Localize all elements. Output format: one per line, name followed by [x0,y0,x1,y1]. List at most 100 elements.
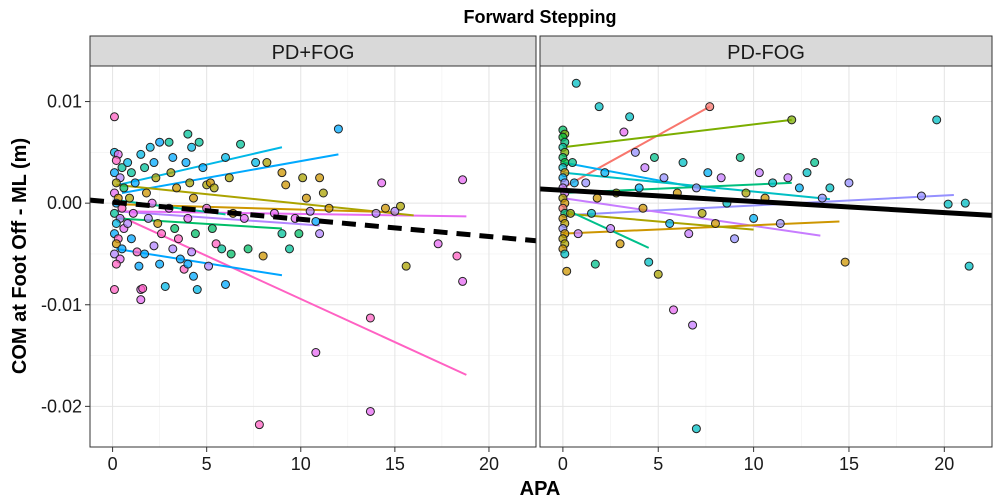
x-tick-label: 10 [744,454,764,474]
data-point [111,155,121,165]
data-point [735,152,745,162]
data-point [318,188,328,198]
x-axis-title: APA [520,478,561,500]
data-point [155,137,165,147]
data-point [109,208,119,218]
data-point [109,112,119,122]
overall-fit-2 [539,186,993,218]
data-point [145,142,155,152]
data-point [311,216,321,226]
data-point [684,229,694,239]
data-point [189,271,199,281]
data-point [136,149,146,159]
data-point [224,173,234,183]
data-point [134,261,144,271]
y-tick-label: -0.02 [41,396,82,416]
data-point [236,139,246,149]
panel-border-1 [89,65,537,448]
data-point [190,229,200,239]
data-points-2 [558,78,974,434]
y-tick-label: -0.01 [41,295,82,315]
data-point [840,257,850,267]
data-point [825,183,835,193]
data-point [615,239,625,249]
data-point [458,276,468,286]
data-point [787,115,797,125]
data-point [562,266,572,276]
data-point [151,173,161,183]
data-point [644,257,654,267]
data-point [390,206,400,216]
data-point [401,261,411,271]
data-point [220,279,230,289]
data-point [619,127,629,137]
data-point [730,234,740,244]
data-point [254,420,264,430]
data-point [211,239,221,249]
data-point [960,198,970,208]
data-point [810,158,820,168]
data-point [581,178,591,188]
panel-border-2 [539,65,993,448]
data-point [653,269,663,279]
data-point [109,285,119,295]
data-point [109,249,119,259]
chart-title: Forward Stepping [464,7,617,27]
subject-fit-line [562,194,954,217]
data-point [710,218,720,228]
data-point [625,112,635,122]
data-point [153,218,163,228]
panel-pdfog-minus: PD-FOG [539,35,993,448]
data-point [586,208,596,218]
data-point [783,173,793,183]
data-point [183,259,193,269]
data-point [590,259,600,269]
data-point [164,137,174,147]
data-point [125,193,135,203]
data-point [298,173,308,183]
data-point [251,158,261,168]
data-point [160,281,170,291]
x-tick-label: 15 [839,454,859,474]
data-point [311,348,321,358]
panel-background-1 [90,66,536,447]
data-point [111,218,121,228]
data-point [198,163,208,173]
data-point [189,193,199,203]
data-point [566,208,576,218]
data-point [324,203,334,213]
x-tick-label: 20 [934,454,954,474]
data-point [149,241,159,251]
data-point [703,168,713,178]
data-point [716,173,726,183]
data-point [168,152,178,162]
data-point [669,305,679,315]
data-point [284,244,294,254]
data-point [128,208,138,218]
overall-fit-line [539,186,993,218]
data-point [634,183,644,193]
data-point [365,406,375,416]
data-point [126,234,136,244]
data-point [294,229,304,239]
subject-fit-line [116,217,283,230]
data-point [630,147,640,157]
data-point [802,168,812,178]
data-point [592,193,602,203]
data-point [371,208,381,218]
data-point [365,313,375,323]
data-point [844,178,854,188]
data-point [794,183,804,193]
data-point [377,178,387,188]
overall-fit-line [89,197,537,244]
data-point [175,254,185,264]
data-point [281,180,291,190]
data-point [600,168,610,178]
data-point [126,168,136,178]
data-point [187,247,197,257]
panel-background-2 [540,66,992,447]
data-points-1 [109,112,468,430]
strip-background-1 [89,35,537,67]
strip-label-1: PD+FOG [272,42,355,64]
data-point [194,137,204,147]
